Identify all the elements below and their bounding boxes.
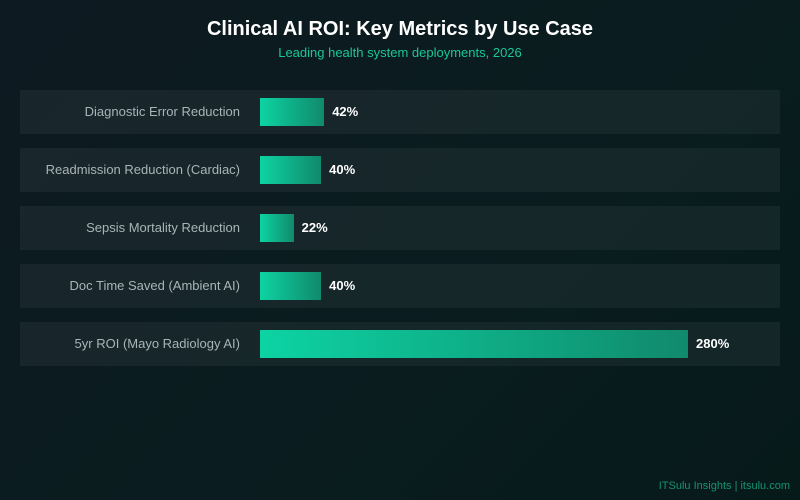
chart-title: Clinical AI ROI: Key Metrics by Use Case xyxy=(206,18,594,40)
bar-row: Doc Time Saved (Ambient AI) 40% xyxy=(20,264,780,308)
bar-value-label: 42% xyxy=(332,104,359,119)
chart-subtitle: Leading health system deployments, 2026 xyxy=(278,45,522,60)
category-label: 5yr ROI (Mayo Radiology AI) xyxy=(74,336,240,351)
bar xyxy=(260,98,325,126)
bar-value-label: 22% xyxy=(301,220,328,235)
bar xyxy=(260,156,322,184)
bar-value-label: 40% xyxy=(329,278,356,293)
bar-row: Diagnostic Error Reduction 42% xyxy=(20,90,780,134)
bar-row: Sepsis Mortality Reduction 22% xyxy=(20,206,780,250)
category-label: Readmission Reduction (Cardiac) xyxy=(45,162,240,177)
category-label: Sepsis Mortality Reduction xyxy=(86,220,240,235)
bar xyxy=(260,214,294,242)
bar xyxy=(260,272,322,300)
category-label: Diagnostic Error Reduction xyxy=(84,104,240,119)
category-label: Doc Time Saved (Ambient AI) xyxy=(69,278,240,293)
bar-value-label: 40% xyxy=(329,162,356,177)
bar xyxy=(260,330,688,358)
bar-row: Readmission Reduction (Cardiac) 40% xyxy=(20,148,780,192)
bar-chart: Diagnostic Error Reduction 42% Readmissi… xyxy=(20,90,780,380)
bar-row: 5yr ROI (Mayo Radiology AI) 280% xyxy=(20,322,780,366)
footer-credit: ITSulu Insights | itsulu.com xyxy=(658,480,790,492)
bar-value-label: 280% xyxy=(696,336,730,351)
